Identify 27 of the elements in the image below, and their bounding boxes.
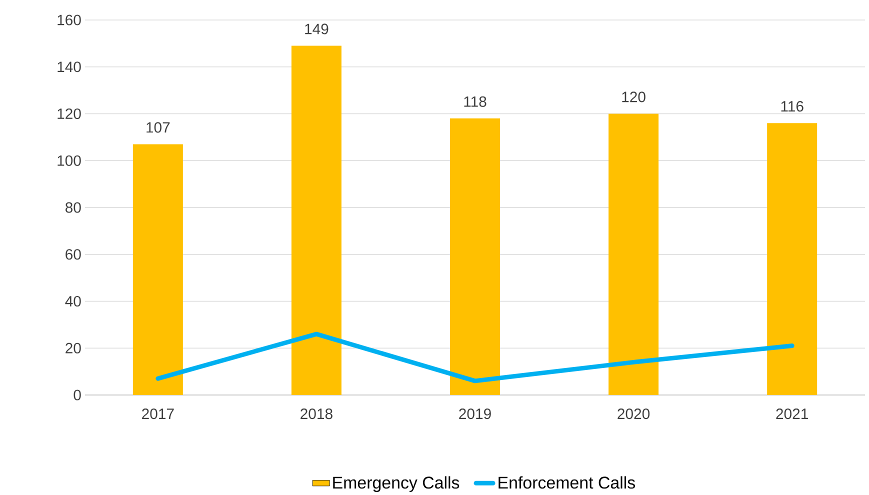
data-label: 107 — [146, 122, 170, 133]
y-tick-label: 160 — [58, 14, 81, 26]
x-tick-label: 2017 — [142, 408, 174, 420]
data-label: 116 — [781, 101, 804, 112]
data-label: 149 — [305, 24, 328, 34]
data-label: 120 — [622, 92, 646, 102]
data-label: 118 — [464, 96, 486, 107]
x-tick-label: 2021 — [776, 408, 808, 420]
x-tick-label: 2018 — [300, 408, 332, 420]
bar — [450, 118, 500, 395]
bar — [608, 114, 659, 395]
y-tick-label: 0 — [74, 390, 81, 400]
x-tick-label: 2019 — [459, 408, 491, 420]
y-tick-label: 120 — [58, 108, 81, 120]
bar — [767, 123, 818, 395]
y-tick-label: 60 — [66, 249, 81, 260]
y-tick-label: 40 — [65, 296, 81, 307]
bar — [132, 144, 183, 395]
y-tick-label: 80 — [66, 202, 81, 213]
line-series — [156, 332, 794, 384]
bar — [291, 46, 342, 395]
x-tick-label: 2020 — [618, 408, 650, 420]
y-tick-label: 140 — [58, 62, 81, 72]
legend-label: Emergency Calls — [333, 476, 460, 492]
y-tick-label: 100 — [58, 155, 81, 166]
legend-label: Enforcement Calls — [498, 476, 635, 489]
y-tick-label: 20 — [66, 342, 81, 354]
